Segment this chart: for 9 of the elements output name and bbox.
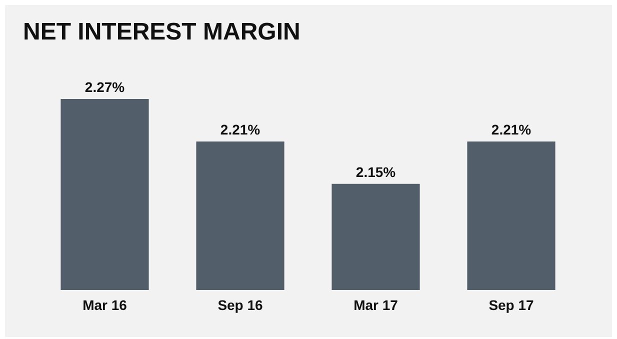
x-tick-label: Sep 16 — [218, 297, 264, 313]
chart-title: NET INTEREST MARGIN — [23, 18, 300, 46]
data-label: 2.21% — [220, 121, 261, 138]
x-tick-label: Mar 16 — [82, 297, 128, 313]
data-label: 2.15% — [356, 164, 396, 180]
data-label: 2.21% — [491, 121, 532, 138]
x-tick-label: Sep 17 — [488, 297, 534, 313]
data-label: 2.27% — [84, 79, 126, 95]
x-tick-label: Mar 17 — [354, 297, 398, 313]
